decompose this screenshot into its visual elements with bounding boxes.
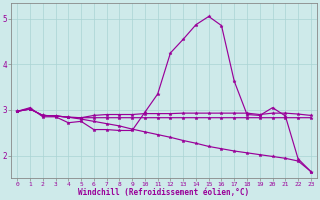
- X-axis label: Windchill (Refroidissement éolien,°C): Windchill (Refroidissement éolien,°C): [78, 188, 250, 197]
